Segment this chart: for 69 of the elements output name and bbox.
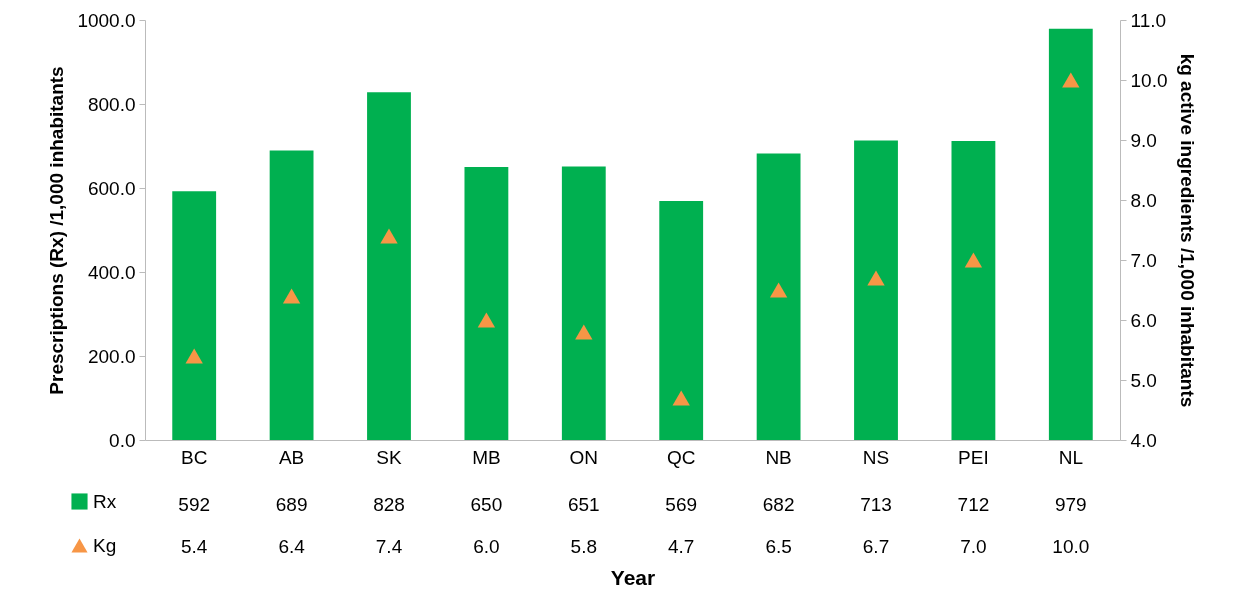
- data-label: 5.4: [180, 536, 208, 557]
- bar: [756, 153, 801, 440]
- legend-label: Kg: [93, 534, 117, 556]
- x-tick-label: SK: [376, 446, 402, 468]
- bar: [659, 201, 704, 440]
- data-label: 5.8: [570, 536, 598, 557]
- y2-axis-title: kg active ingredients /1,000 inhabitants: [1177, 53, 1199, 408]
- data-label: 592: [178, 494, 211, 515]
- x-tick-label: AB: [278, 446, 305, 468]
- y-axis-title: Prescriptions (Rx) /1,000 inhabitants: [46, 66, 68, 395]
- y2-tick-label: 5.0: [1130, 369, 1157, 391]
- y2-tick-label: 6.0: [1130, 309, 1157, 331]
- x-tick-label: NL: [1058, 446, 1083, 468]
- data-label: 682: [762, 494, 795, 515]
- x-tick-label: QC: [666, 446, 696, 468]
- y2-tick-label: 7.0: [1130, 249, 1157, 271]
- data-label: 650: [470, 494, 503, 515]
- x-tick-label: BC: [180, 446, 208, 468]
- y-tick-label: 200.0: [87, 345, 136, 367]
- data-label: 10.0: [1052, 536, 1090, 557]
- y2-tick-label: 10.0: [1130, 69, 1168, 91]
- bar: [464, 167, 509, 440]
- bar: [172, 191, 217, 440]
- y-tick-label: 400.0: [87, 261, 136, 283]
- bar: [269, 150, 314, 440]
- data-label: 689: [275, 494, 308, 515]
- point: [185, 348, 203, 364]
- point: [477, 312, 496, 328]
- x-tick-label: ON: [569, 446, 599, 468]
- bar: [1048, 28, 1093, 440]
- x-axis-title: Year: [610, 565, 656, 589]
- x-tick-label: PEI: [958, 446, 989, 468]
- data-label: 6.7: [862, 536, 890, 557]
- x-tick-label: NS: [862, 446, 890, 468]
- y-tick-label: 1000.0: [77, 9, 136, 31]
- y2-tick-label: 11.0: [1130, 9, 1167, 31]
- x-tick-label: NB: [765, 446, 792, 468]
- bar: [561, 166, 606, 440]
- bar: [367, 92, 411, 440]
- y2-tick-label: 9.0: [1130, 129, 1157, 151]
- y2-tick-label: 4.0: [1130, 429, 1157, 451]
- data-label: 6.4: [278, 536, 306, 557]
- data-label: 6.5: [765, 536, 792, 557]
- point: [282, 288, 301, 304]
- data-label: 7.4: [375, 536, 403, 557]
- data-label: 7.0: [960, 536, 987, 557]
- y-tick-label: 0.0: [109, 429, 136, 451]
- data-label: 979: [1054, 494, 1087, 515]
- y-tick-label: 600.0: [87, 177, 136, 199]
- y2-tick-label: 8.0: [1130, 189, 1157, 211]
- bar: [951, 140, 996, 440]
- bar: [854, 140, 898, 440]
- data-label: 569: [665, 494, 698, 515]
- point: [575, 324, 593, 340]
- y-tick-label: 800.0: [87, 93, 136, 115]
- point: [867, 270, 885, 286]
- data-label: 828: [373, 494, 405, 515]
- x-tick-label: MB: [472, 446, 501, 468]
- data-label: 651: [567, 494, 600, 515]
- point: [380, 228, 398, 244]
- data-label: 713: [860, 494, 892, 515]
- legend-label: Rx: [93, 490, 117, 512]
- point: [769, 282, 788, 298]
- data-label: 6.0: [473, 536, 500, 557]
- point: [964, 252, 983, 268]
- data-label: 712: [957, 494, 990, 515]
- point: [672, 390, 690, 406]
- point: [1062, 72, 1080, 88]
- data-label: 4.7: [667, 536, 695, 557]
